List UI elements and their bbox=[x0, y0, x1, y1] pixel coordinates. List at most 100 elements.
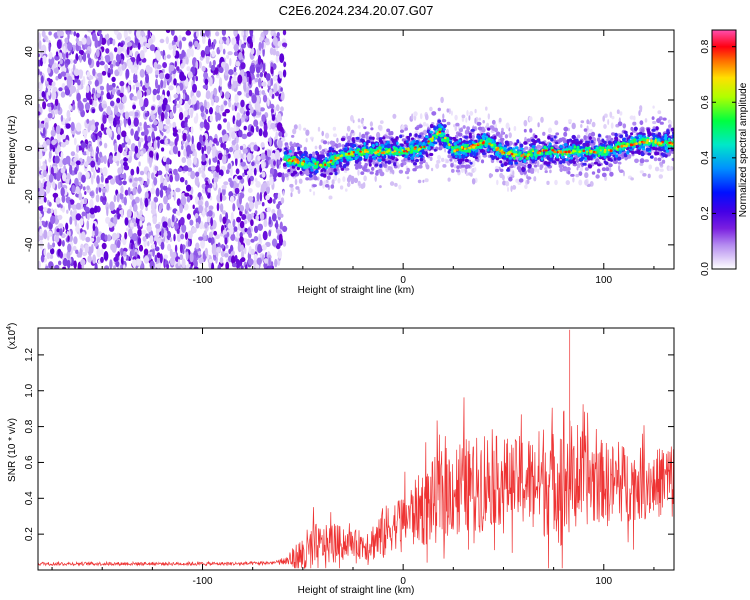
spectrogram-noise-cell bbox=[51, 139, 57, 146]
spectrogram-noise-cell bbox=[90, 175, 94, 185]
spectrogram-signal-cell bbox=[329, 172, 333, 176]
spectrogram-noise-cell bbox=[166, 90, 170, 97]
spectrogram-scatter-cell bbox=[435, 163, 440, 169]
spectrogram-noise-cell bbox=[219, 257, 224, 264]
spectrogram-noise-cell bbox=[223, 181, 229, 186]
spectrogram-signal-cell bbox=[499, 168, 504, 172]
spectrogram-noise-cell bbox=[151, 201, 155, 210]
spectrogram-noise-cell bbox=[282, 190, 285, 196]
spectrogram-noise-cell bbox=[110, 100, 115, 107]
spectrogram-noise-cell bbox=[53, 67, 59, 74]
spectrogram-noise-cell bbox=[231, 131, 236, 140]
spectrogram-noise-cell bbox=[166, 263, 170, 269]
spectrogram-signal-cell bbox=[455, 122, 460, 127]
spectrogram-noise-cell bbox=[57, 30, 61, 37]
spectrogram-noise-cell bbox=[245, 264, 248, 269]
spectrogram-noise-cell bbox=[116, 193, 120, 203]
spectrogram-noise-cell bbox=[65, 63, 68, 69]
spectrogram-signal-cell bbox=[357, 164, 363, 169]
spectrogram-noise-cell bbox=[88, 75, 94, 80]
spectrogram-scatter-cell bbox=[591, 121, 596, 128]
spectrogram-noise-cell bbox=[207, 38, 212, 48]
spectrogram-noise-cell bbox=[103, 155, 107, 165]
spectrogram-noise-cell bbox=[66, 250, 71, 259]
spectrogram-noise-cell bbox=[139, 216, 145, 222]
spectrogram-signal-cell bbox=[303, 146, 307, 152]
spectrogram-signal-cell bbox=[481, 129, 486, 133]
spectrogram-noise-cell bbox=[130, 243, 134, 250]
spectrogram-noise-cell bbox=[128, 111, 134, 117]
spectrogram-noise-cell bbox=[152, 215, 157, 225]
spectrogram-signal-cell bbox=[518, 167, 522, 173]
spectrogram-scatter-cell bbox=[623, 170, 625, 177]
spectrogram-scatter-cell bbox=[342, 176, 346, 183]
spectrogram-noise-cell bbox=[271, 213, 277, 222]
spectrogram-scatter-cell bbox=[323, 180, 327, 185]
spectrogram-noise-cell bbox=[280, 197, 285, 204]
spectrogram-noise-cell bbox=[54, 155, 60, 164]
spectrogram-noise-cell bbox=[94, 79, 99, 88]
spectrogram-noise-cell bbox=[112, 60, 117, 67]
spectrogram-signal-cell bbox=[509, 165, 514, 169]
spectrogram-noise-cell bbox=[128, 150, 132, 156]
spectrogram-noise-cell bbox=[204, 206, 208, 213]
spectrogram-scatter-cell bbox=[540, 116, 544, 123]
spectrogram-signal-cell bbox=[363, 141, 366, 146]
spectrogram-scatter-cell bbox=[537, 168, 540, 174]
spectrogram-signal-cell bbox=[414, 126, 420, 131]
spectrogram-noise-cell bbox=[43, 249, 47, 256]
spectrogram-signal-cell bbox=[619, 134, 624, 139]
spectrogram-scatter-cell bbox=[471, 178, 476, 185]
spectrogram-scatter-cell bbox=[424, 178, 429, 183]
spectrogram-noise-cell bbox=[270, 122, 276, 130]
spectrogram-noise-cell bbox=[102, 103, 108, 109]
spectrogram-noise-cell bbox=[168, 42, 173, 51]
spectrogram-noise-cell bbox=[280, 106, 284, 112]
spectrogram-noise-cell bbox=[107, 72, 111, 78]
spectrogram-signal-cell bbox=[464, 135, 468, 139]
spectrogram-scatter-cell bbox=[345, 188, 348, 192]
spectrogram-noise-cell bbox=[120, 264, 123, 269]
spectrogram-noise-cell bbox=[52, 192, 59, 198]
spectrogram-noise-cell bbox=[255, 215, 259, 221]
spectrogram-noise-cell bbox=[152, 94, 156, 103]
spectrogram-noise-cell bbox=[99, 36, 103, 45]
spectrogram-noise-cell bbox=[90, 160, 96, 168]
spectrogram-scatter-cell bbox=[425, 123, 429, 127]
spectrogram-noise-cell bbox=[70, 151, 76, 157]
spectrogram-noise-cell bbox=[166, 104, 171, 113]
spectrogram-signal-cell bbox=[668, 124, 672, 128]
spectrogram-scatter-cell bbox=[336, 137, 339, 143]
spectrogram-noise-cell bbox=[238, 52, 243, 61]
spectrogram-scatter-cell bbox=[544, 167, 548, 171]
spectrogram-noise-cell bbox=[56, 228, 60, 233]
spectrogram-noise-cell bbox=[48, 173, 54, 183]
spectrogram-scatter-cell bbox=[353, 177, 359, 183]
spectrogram-signal-cell bbox=[578, 171, 583, 177]
spectrogram-scatter-cell bbox=[440, 96, 444, 104]
spectrogram-scatter-cell bbox=[589, 129, 593, 133]
spectrogram-noise-cell bbox=[119, 80, 125, 87]
spectrogram-signal-cell bbox=[470, 128, 475, 132]
spectrogram-noise-cell bbox=[210, 64, 216, 71]
spectrogram-scatter-cell bbox=[422, 121, 427, 127]
spectrogram-noise-cell bbox=[231, 104, 235, 111]
spectrogram-noise-cell bbox=[200, 135, 204, 141]
spectrogram-noise-cell bbox=[95, 187, 99, 195]
spectrogram-noise-cell bbox=[155, 136, 161, 141]
spectrogram-noise-cell bbox=[105, 216, 111, 224]
spectrogram-noise-cell bbox=[165, 73, 170, 80]
spectrogram-signal-cell bbox=[601, 167, 607, 172]
spectrogram-noise-cell bbox=[139, 137, 144, 143]
spectrogram-noise-cell bbox=[126, 209, 132, 218]
spectrogram-noise-cell bbox=[261, 90, 266, 95]
spectrogram-noise-cell bbox=[118, 204, 122, 210]
spectrogram-noise-cell bbox=[212, 137, 218, 144]
spectrogram-noise-cell bbox=[52, 181, 56, 190]
spectrogram-signal-cell bbox=[596, 168, 601, 174]
spectrogram-scatter-cell bbox=[639, 170, 644, 174]
spectrogram-noise-cell bbox=[136, 89, 143, 100]
spectrogram-noise-cell bbox=[134, 111, 139, 117]
spectrogram-noise-cell bbox=[245, 202, 250, 212]
spectrogram-noise-cell bbox=[138, 244, 144, 252]
